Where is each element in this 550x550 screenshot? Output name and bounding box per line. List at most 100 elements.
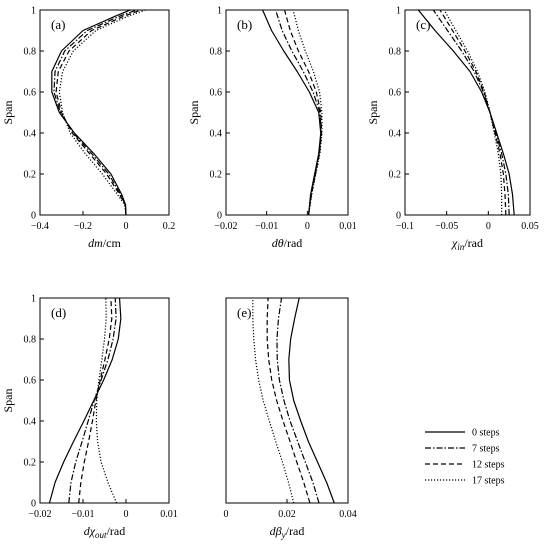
y-tick-label: 0.6 bbox=[210, 88, 223, 99]
series-line-solid bbox=[262, 9, 322, 216]
legend-label: 17 steps bbox=[472, 476, 505, 487]
panel-label: (c) bbox=[416, 17, 430, 32]
panel-label: (e) bbox=[237, 305, 251, 320]
x-axis-label: dθ/rad bbox=[272, 236, 303, 250]
y-tick-label: 1 bbox=[217, 6, 222, 17]
series-line-dashed bbox=[439, 9, 507, 216]
y-tick-label: 0.2 bbox=[389, 170, 402, 181]
legend-label: 7 steps bbox=[472, 444, 500, 455]
chart-panel-3: 0 0.2 0.4 0.6 0.8 1 −0.1 −0.05 0 0.05 Span χin/rad (… bbox=[366, 6, 539, 253]
plot-frame bbox=[39, 9, 170, 216]
x-axis-label: dβy/rad bbox=[270, 524, 305, 540]
series-line-dashed bbox=[283, 9, 323, 216]
x-tick-label: −0.1 bbox=[396, 221, 414, 232]
legend: 0 steps 7 steps 12 steps 17 steps bbox=[425, 428, 505, 487]
series-line-dashdot bbox=[53, 9, 137, 216]
legend-label: 0 steps bbox=[472, 428, 500, 439]
series-line-dotted bbox=[443, 9, 503, 215]
x-tick-label: −0.02 bbox=[28, 509, 51, 520]
x-tick-label: 0.01 bbox=[339, 221, 357, 232]
x-tick-label: 0 bbox=[124, 221, 129, 232]
y-axis-label: Span bbox=[366, 101, 380, 125]
chart-panel-5: 0 0.02 0.04 dβy/rad (e) bbox=[224, 297, 357, 540]
y-tick-label: 0.6 bbox=[24, 88, 37, 99]
plot-frame bbox=[225, 9, 349, 216]
y-axis-label: Span bbox=[1, 101, 15, 125]
x-tick-label: −0.01 bbox=[71, 509, 94, 520]
y-tick-label: 0.4 bbox=[210, 129, 223, 140]
x-tick-label: 0.2 bbox=[163, 221, 176, 232]
series-line-solid bbox=[417, 9, 515, 216]
y-tick-label: 0.8 bbox=[24, 47, 37, 58]
x-tick-label: 0 bbox=[305, 221, 310, 232]
y-tick-label: 0.2 bbox=[24, 458, 37, 469]
x-tick-label: −0.01 bbox=[255, 221, 278, 232]
y-tick-label: 1 bbox=[396, 6, 401, 17]
series-line-dotted bbox=[292, 9, 323, 216]
series-line-dotted bbox=[95, 297, 118, 504]
x-axis-label-unit: /cm bbox=[103, 236, 122, 250]
y-axis-label: Span bbox=[187, 101, 201, 125]
x-tick-label: 0.05 bbox=[521, 221, 539, 232]
y-tick-label: 0.8 bbox=[24, 335, 37, 346]
y-tick-label: 0 bbox=[31, 499, 36, 510]
x-tick-label: 0.01 bbox=[160, 509, 178, 520]
series-line-solid bbox=[51, 9, 131, 216]
y-tick-label: 0.2 bbox=[24, 170, 37, 181]
y-tick-label: 0.8 bbox=[210, 47, 223, 58]
series-line-solid bbox=[288, 297, 335, 504]
x-axis-label: χin/rad bbox=[451, 236, 483, 252]
x-tick-label: 0 bbox=[486, 221, 491, 232]
plot-frame bbox=[404, 9, 531, 216]
panel-label: (a) bbox=[51, 17, 65, 32]
chart-panel-1: 0 0.2 0.4 0.6 0.8 1 −0.4 −0.2 0 0.2 Span dm/cm (a) bbox=[1, 6, 175, 251]
x-axis-label-unit: /rad bbox=[286, 524, 305, 538]
y-axis-label: Span bbox=[1, 389, 15, 413]
x-tick-label: −0.4 bbox=[31, 221, 49, 232]
x-tick-label: −0.02 bbox=[214, 221, 237, 232]
x-tick-label: 0 bbox=[224, 509, 229, 520]
series-line-dashdot bbox=[276, 297, 320, 504]
series-line-dashed bbox=[78, 297, 113, 504]
chart-panel-2: 0 0.2 0.4 0.6 0.8 1 −0.02 −0.01 0 0.01 Span dθ/rad (… bbox=[187, 6, 357, 251]
x-axis-label-subscript: out bbox=[95, 530, 107, 540]
x-axis-label-unit: /rad bbox=[284, 236, 303, 250]
x-axis-label-main: dθ bbox=[272, 236, 284, 250]
x-axis-label-unit: /rad bbox=[464, 236, 483, 250]
x-axis-label-main: dβ bbox=[270, 524, 282, 538]
series-line-dashed bbox=[55, 9, 142, 216]
panel-label: (d) bbox=[51, 305, 66, 320]
series-line-dashdot bbox=[68, 297, 117, 504]
x-tick-label: 0.04 bbox=[339, 509, 357, 520]
plot-frame bbox=[39, 297, 170, 504]
x-axis-label-unit: /rad bbox=[107, 524, 126, 538]
series-line-dotted bbox=[252, 298, 295, 504]
x-tick-label: 0 bbox=[124, 509, 129, 520]
panel-label: (b) bbox=[237, 17, 252, 32]
y-tick-label: 0 bbox=[31, 211, 36, 222]
x-axis-label-subscript: in bbox=[457, 242, 465, 252]
y-tick-label: 0.8 bbox=[389, 47, 402, 58]
legend-label: 12 steps bbox=[472, 460, 505, 471]
x-tick-label: 0.02 bbox=[278, 509, 296, 520]
y-tick-label: 0.6 bbox=[24, 376, 37, 387]
x-axis-label: dm/cm bbox=[88, 236, 121, 250]
x-axis-label-main: χ bbox=[451, 236, 458, 250]
x-axis-label-main: dχ bbox=[84, 524, 96, 538]
y-tick-label: 0.6 bbox=[389, 88, 402, 99]
x-tick-label: −0.2 bbox=[74, 221, 92, 232]
chart-panel-4: 0 0.2 0.4 0.6 0.8 1 −0.02 −0.01 0 0.01 Span dχout/r… bbox=[1, 294, 178, 541]
y-tick-label: 1 bbox=[31, 6, 36, 17]
series-line-dashdot bbox=[275, 9, 322, 216]
y-tick-label: 0 bbox=[217, 211, 222, 222]
y-tick-label: 0 bbox=[396, 211, 401, 222]
y-tick-label: 0.4 bbox=[24, 417, 37, 428]
y-tick-label: 1 bbox=[31, 294, 36, 305]
x-axis-label-main: dm bbox=[88, 236, 103, 250]
series-line-dashed bbox=[266, 297, 311, 504]
x-axis-label-subscript: y bbox=[281, 530, 286, 540]
x-axis-label: dχout/rad bbox=[84, 524, 125, 540]
x-tick-label: −0.05 bbox=[435, 221, 458, 232]
y-tick-label: 0.4 bbox=[389, 129, 402, 140]
